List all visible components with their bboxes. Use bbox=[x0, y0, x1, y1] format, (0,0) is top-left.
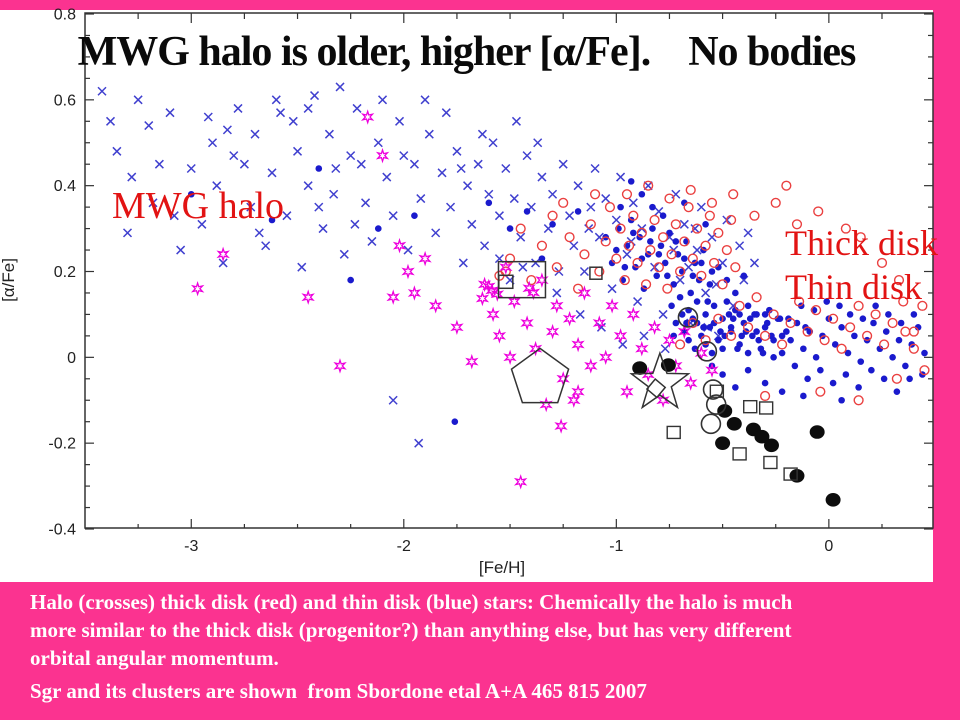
svg-text:0: 0 bbox=[824, 538, 833, 555]
caption-line-3: orbital angular momentum. bbox=[30, 646, 279, 670]
svg-text:0.2: 0.2 bbox=[54, 264, 76, 281]
svg-text:-0.4: -0.4 bbox=[48, 522, 76, 539]
slide-title: MWG halo is older, higher [α/Fe]. No bod… bbox=[77, 29, 857, 75]
annotation-thick-disk: Thick disk bbox=[785, 223, 938, 263]
scatter-plot: -3 -2 -1 0 0.8 0.6 0.4 0.2 0 -0.2 -0.4 [Fe/H] [α/Fe] bbox=[0, 7, 934, 577]
svg-text:0: 0 bbox=[67, 350, 76, 367]
annotation-mwg-halo: MWG halo bbox=[112, 185, 285, 227]
svg-text:[α/Fe]: [α/Fe] bbox=[0, 258, 18, 302]
plot-panel bbox=[0, 10, 933, 582]
svg-text:-1: -1 bbox=[609, 538, 623, 555]
annotation-thin-disk: Thin disk bbox=[785, 267, 923, 307]
svg-text:0.4: 0.4 bbox=[54, 178, 76, 195]
svg-text:0.8: 0.8 bbox=[54, 7, 76, 24]
caption-line-4: Sgr and its clusters are shown from Sbor… bbox=[30, 679, 647, 703]
caption-line-2: more similar to the thick disk (progenit… bbox=[30, 618, 792, 642]
svg-text:0.6: 0.6 bbox=[54, 92, 76, 109]
caption-line-1: Halo (crosses) thick disk (red) and thin… bbox=[30, 590, 793, 614]
slide-caption: Halo (crosses) thick disk (red) and thin… bbox=[30, 588, 950, 705]
svg-text:-2: -2 bbox=[397, 538, 411, 555]
svg-text:-3: -3 bbox=[184, 538, 198, 555]
svg-text:-0.2: -0.2 bbox=[48, 436, 76, 453]
svg-text:[Fe/H]: [Fe/H] bbox=[479, 558, 525, 577]
